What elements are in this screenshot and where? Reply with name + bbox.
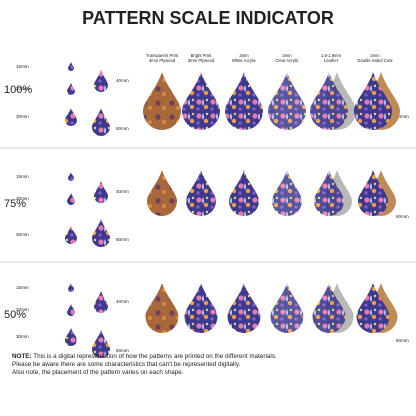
size-label: 50mm [116,237,129,242]
size-label: 15mm [16,285,29,290]
teardrop [272,170,302,216]
teardrop [354,72,392,130]
teardrop [94,291,108,313]
column-header: 3mm [239,53,249,58]
column-header: 3mm Plywood [188,58,215,63]
note-label: NOTE: [12,353,32,360]
teardrop [145,283,179,333]
column-header: White Acrylic [232,58,256,63]
size-label: 50mm [116,348,129,353]
teardrop [143,72,181,130]
column-header: Transparent Print [146,53,179,58]
teardrop [92,108,110,136]
teardrop [358,170,388,216]
column-header: 2mm [370,53,380,58]
size-label: 30mm [16,334,29,339]
teardrop [65,328,77,346]
size-label: 15mm [16,174,29,179]
title: PATTERN SCALE INDICATOR [82,8,334,28]
scale-label: 100% [4,84,32,96]
teardrop [356,283,390,333]
teardrop [184,283,218,333]
teardrop [229,170,259,216]
size-label: 40mm [116,299,129,304]
teardrop [147,170,177,216]
size-label: 40mm [116,189,129,194]
note-line: Also note, the placement of the pattern … [12,369,184,376]
teardrop [312,283,346,333]
column-header: 3mm [282,53,292,58]
teardrop [314,170,344,216]
scale-label: 75% [4,198,26,210]
size-label: 20mm [16,86,29,91]
size-label: 40mm [116,78,129,83]
size-label: 50mm [116,126,129,131]
note: NOTE: This is a digital representation o… [12,353,277,360]
teardrop [67,304,75,316]
teardrop [270,283,304,333]
size-label: 60mm [396,338,409,343]
teardrop [94,70,108,92]
column-header: Clear Acrylic [275,58,298,63]
size-label: 60mm [396,114,409,119]
size-label: 30mm [16,114,29,119]
teardrop [68,283,74,292]
teardrop [182,72,220,130]
column-header: 3mm Plywood [149,58,176,63]
size-label: 60mm [396,214,409,219]
teardrop [310,72,348,130]
teardrop [227,283,261,333]
scale-label: 50% [4,309,26,321]
column-header: Bright Print [191,53,213,58]
column-header: Leather [324,58,339,63]
column-header: Double Sided Cork [357,58,393,63]
teardrop [225,72,263,130]
teardrop [92,330,110,358]
size-label: 15mm [16,64,29,69]
size-label: 20mm [16,307,29,312]
teardrop [186,170,216,216]
teardrop [92,219,110,247]
size-label: 30mm [16,232,29,237]
note-line: This is a digital representation of how … [32,353,277,360]
teardrop [94,181,108,203]
teardrop [67,83,75,95]
teardrop [65,226,77,244]
size-label: 20mm [16,196,29,201]
teardrop [268,72,306,130]
note-line: Please be aware there are some character… [12,361,240,368]
teardrop [67,193,75,205]
teardrop [68,62,74,71]
column-header: 1.6-1.8mm [321,53,342,58]
teardrop [68,172,74,181]
teardrop [65,108,77,126]
